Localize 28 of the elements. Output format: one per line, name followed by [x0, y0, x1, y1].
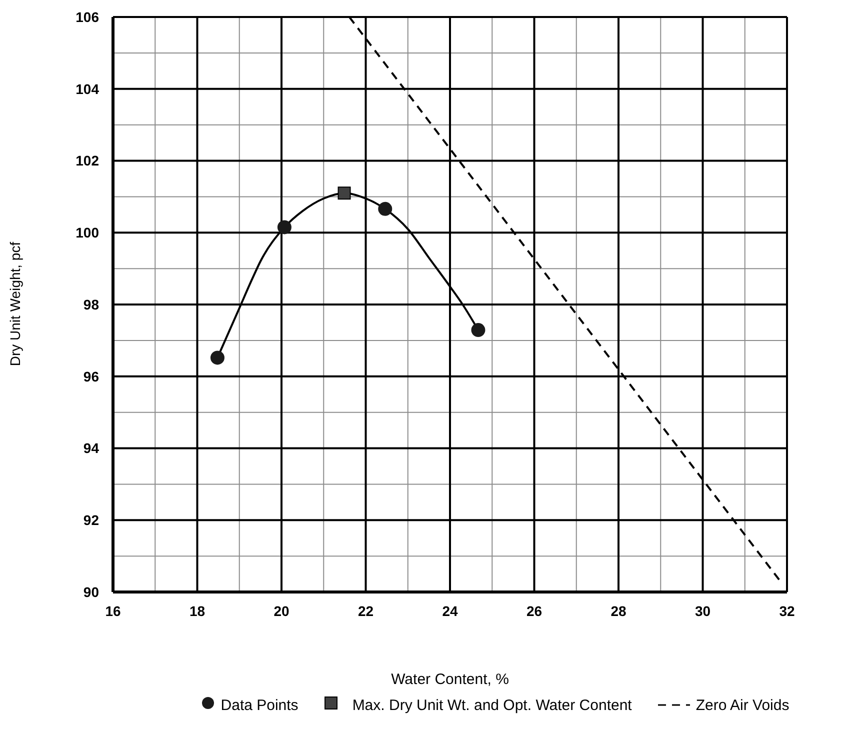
point: [277, 220, 292, 234]
x-tick-label: 26: [526, 602, 542, 619]
point: [210, 350, 224, 365]
x-tick-label: 30: [694, 602, 711, 619]
y-tick-label: 100: [76, 224, 100, 241]
x-tick-label: 20: [274, 602, 290, 619]
point: [471, 323, 486, 338]
y-axis-title: Dry Unit Weight, pcf: [7, 242, 23, 366]
y-tick-label: 94: [83, 440, 100, 456]
point: [378, 202, 392, 216]
x-tick-label: 16: [105, 602, 121, 619]
y-tick-label: 104: [76, 80, 100, 97]
x-tick-label: 32: [779, 602, 795, 619]
y-tick-label: 92: [83, 512, 100, 528]
x-tick-label: 24: [442, 602, 458, 619]
y-tick-label: 96: [83, 368, 100, 384]
legend-label: Zero Air Voids: [694, 697, 790, 714]
y-tick-label: 90: [83, 584, 100, 600]
y-tick-label: 98: [83, 296, 100, 312]
legend-label: Data Points: [220, 697, 298, 714]
x-tick-label: 18: [189, 602, 206, 619]
x-tick-label: 22: [358, 602, 374, 619]
point: [338, 186, 351, 200]
y-tick-label: 106: [76, 8, 100, 25]
x-axis-title: Water Content, %: [390, 670, 510, 690]
x-tick-label: 28: [610, 602, 626, 619]
y-tick-label: 102: [76, 152, 100, 169]
legend-label: Max. Dry Unit Wt. and Opt. Water Content: [351, 697, 632, 714]
